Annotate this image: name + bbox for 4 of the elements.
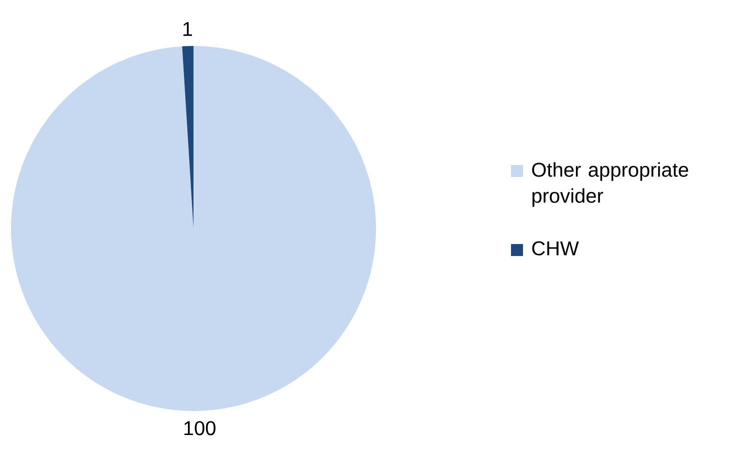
legend-label: Other appropriate provider [532,162,688,207]
data-label: 100 [184,421,216,436]
data-label: 1 [183,22,192,36]
legend-label: CHW [532,241,579,256]
